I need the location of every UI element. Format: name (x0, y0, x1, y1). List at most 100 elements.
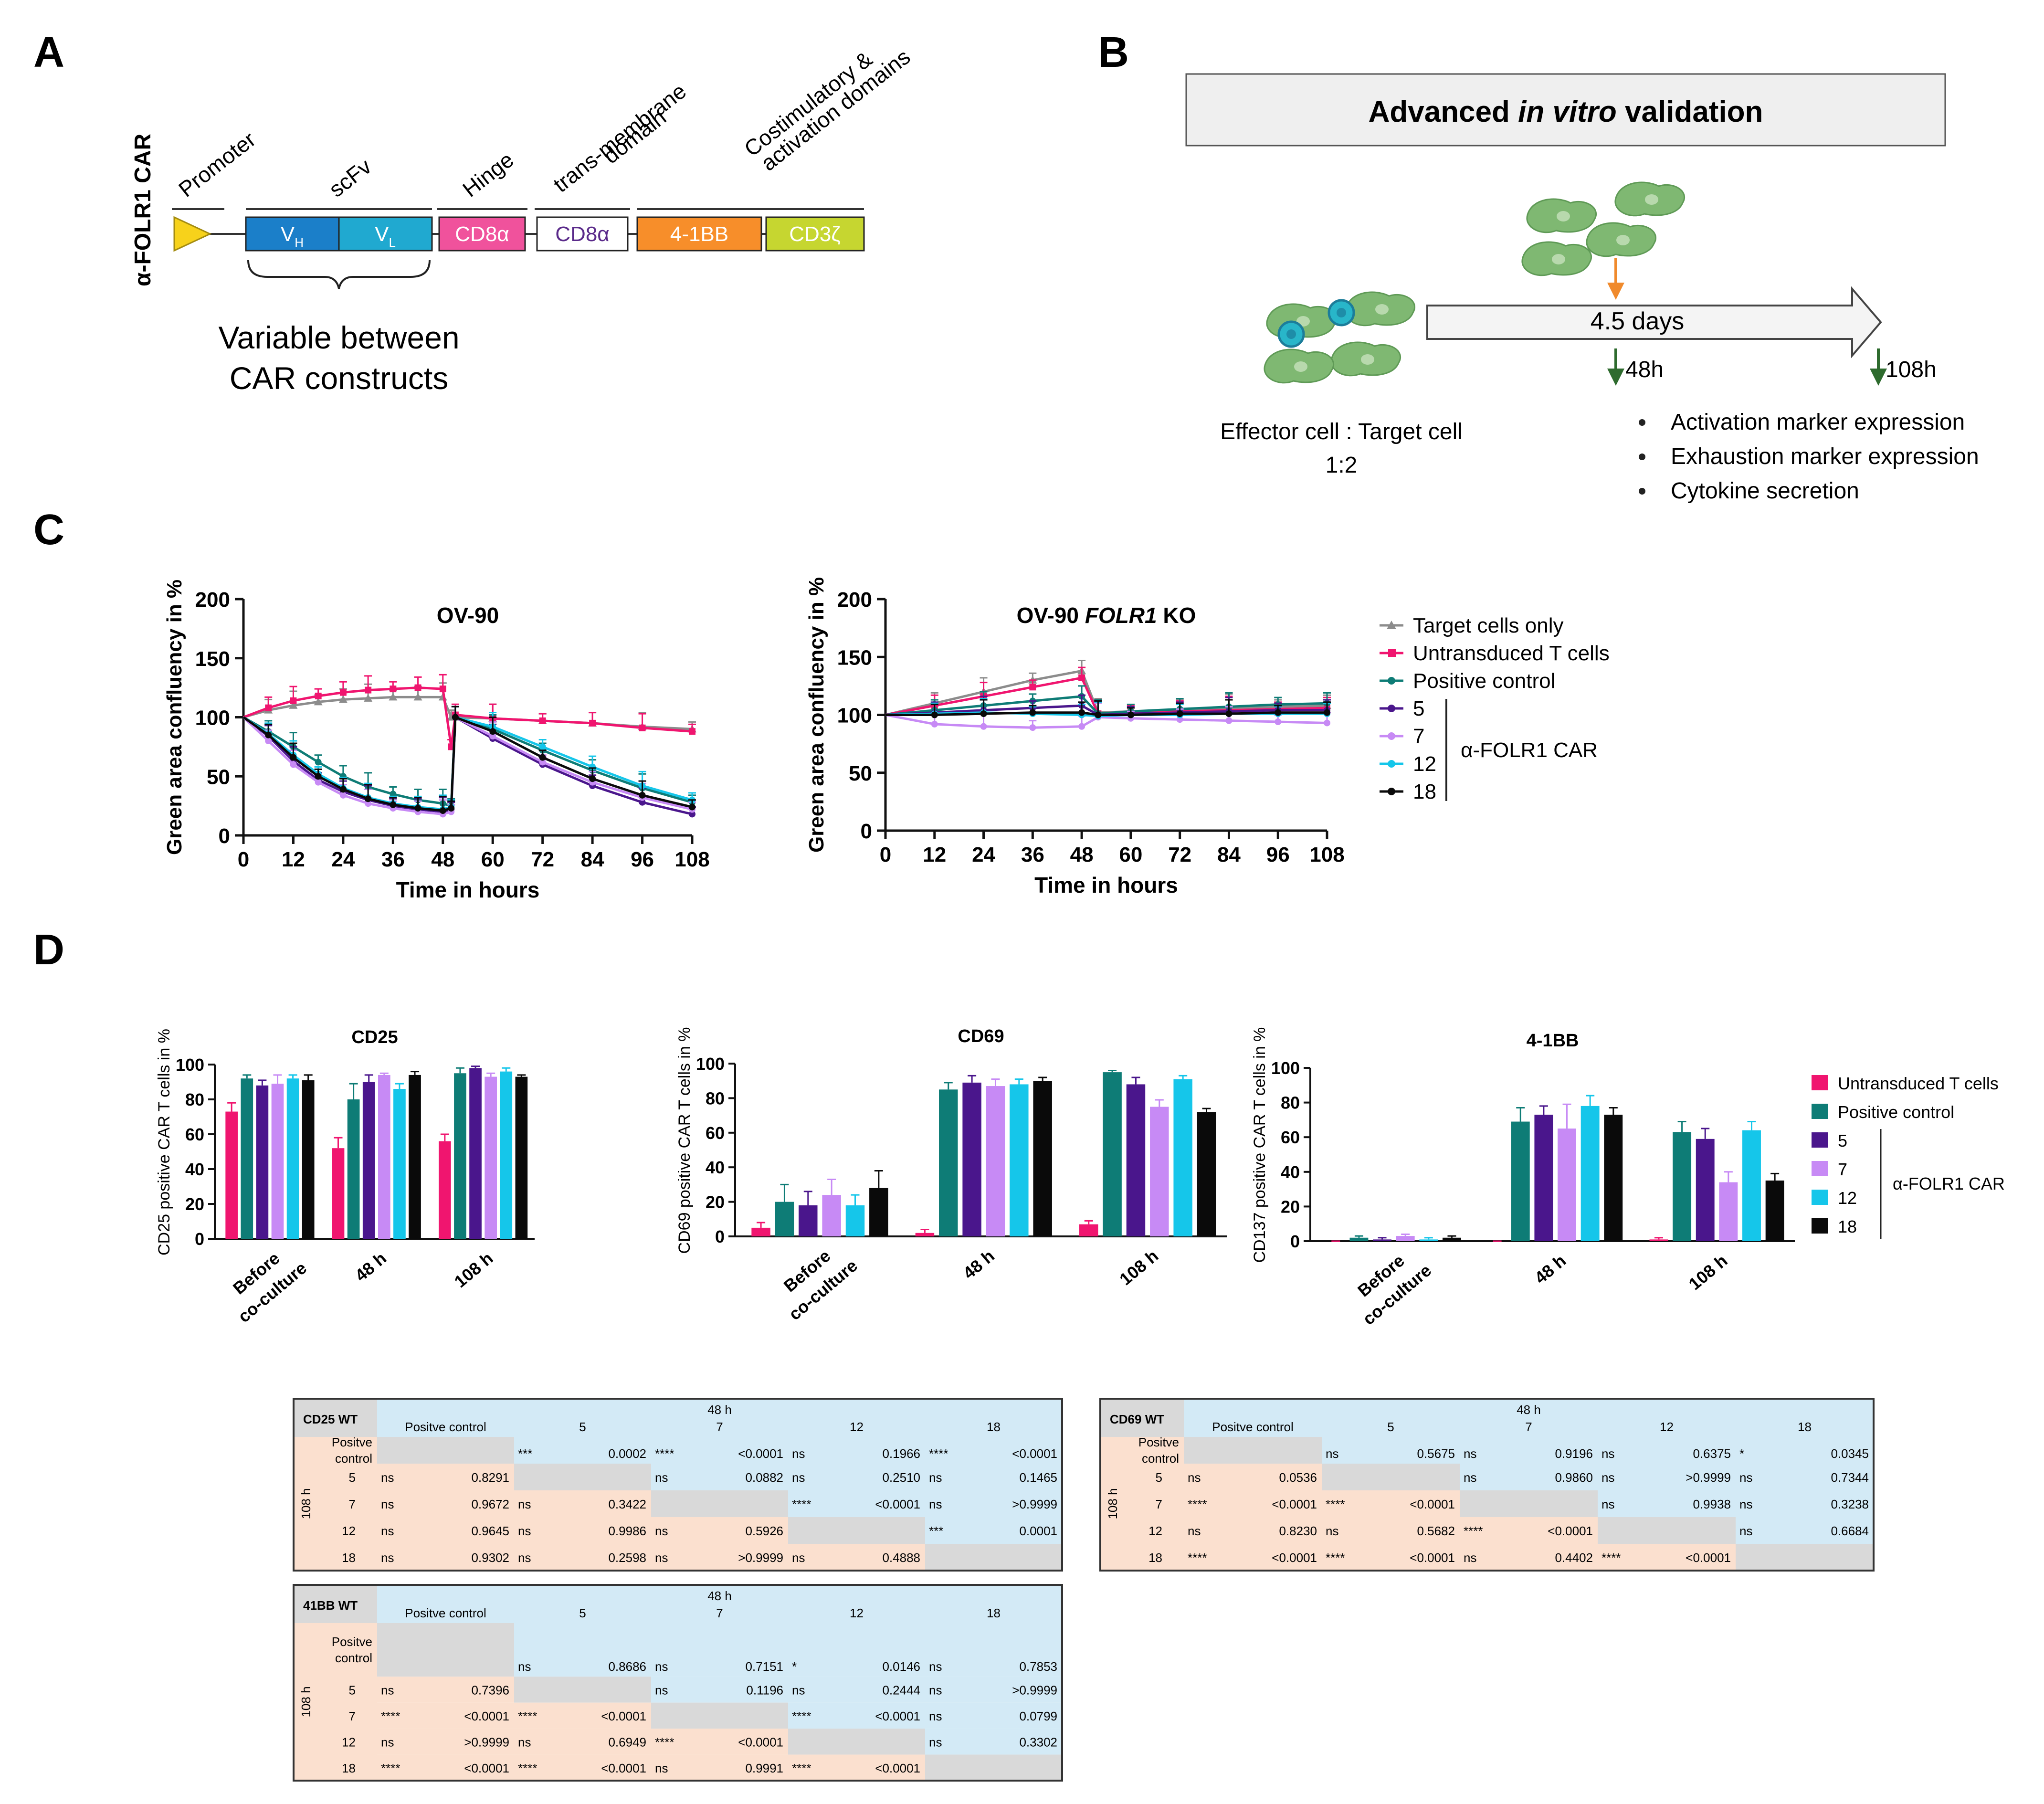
table-cell (1736, 1464, 1874, 1490)
table-cell (651, 1729, 788, 1755)
p-value: 0.6949 (608, 1735, 646, 1749)
category-label: 48 h (351, 1248, 390, 1286)
p-value: 0.4402 (1555, 1551, 1593, 1565)
panel-letter-a: A (33, 29, 64, 76)
x-tick-label: 60 (481, 848, 505, 871)
significance-mark: ns (518, 1735, 531, 1749)
p-value: 0.9645 (471, 1524, 509, 1538)
table-cell (377, 1623, 514, 1677)
significance-mark: **** (518, 1709, 537, 1723)
table-cell (1736, 1517, 1874, 1544)
significance-mark: ns (1739, 1524, 1752, 1538)
bar (347, 1099, 360, 1239)
bar (1103, 1072, 1122, 1236)
row-header: 18 (342, 1551, 356, 1565)
data-point (539, 743, 546, 750)
data-point (315, 773, 322, 780)
legend-label: Target cells only (1413, 614, 1563, 637)
p-value: <0.0001 (875, 1497, 920, 1511)
y-tick-label: 0 (715, 1227, 725, 1246)
p-value: 0.2444 (882, 1683, 920, 1697)
data-point (589, 719, 596, 727)
category-label: 108 h (1116, 1246, 1162, 1289)
vh-text: V (281, 222, 295, 246)
bar (1150, 1107, 1169, 1236)
significance-mark: ns (381, 1735, 394, 1749)
x-tick-label: 96 (1266, 843, 1290, 866)
row-header: Positve (332, 1435, 372, 1449)
table-cell (514, 1623, 651, 1677)
y-tick-label: 80 (185, 1090, 204, 1109)
category-label: 48 h (1531, 1251, 1570, 1288)
bar (1373, 1239, 1392, 1241)
p-value: 0.9860 (1555, 1470, 1593, 1485)
stats-table-1: CD69 WT 48 h Positve control 5 7 12 18 108 h Pos… (1099, 1398, 1875, 1572)
significance-mark: **** (518, 1761, 537, 1775)
data-point (265, 738, 272, 744)
table-cell (925, 1729, 1062, 1755)
table-cell (651, 1464, 788, 1490)
row-header: 7 (1156, 1497, 1162, 1511)
panel-letter-d: D (33, 926, 64, 974)
x-tick-label: 84 (581, 848, 604, 871)
y-tick-label: 80 (1281, 1093, 1300, 1113)
table-border (293, 1584, 1063, 1782)
data-point (390, 686, 397, 693)
data-point (489, 728, 496, 735)
p-value: 0.5682 (1417, 1524, 1455, 1538)
data-point (539, 717, 546, 724)
p-value: >0.9999 (1686, 1470, 1731, 1485)
table-cell (1184, 1464, 1322, 1490)
x-tick-label: 108 (674, 848, 709, 871)
fourbb-box (636, 216, 762, 252)
t-cell-icon (1329, 300, 1354, 325)
table-cell (1184, 1490, 1322, 1517)
significance-mark: ns (381, 1683, 394, 1697)
row-header: 12 (342, 1524, 356, 1538)
p-value: >0.9999 (738, 1551, 783, 1565)
legend-group-label: α-FOLR1 CAR (1461, 738, 1598, 762)
bar (1558, 1129, 1576, 1241)
bar (845, 1205, 865, 1236)
table-header (377, 1585, 1062, 1623)
y-tick-label: 0 (1290, 1232, 1300, 1251)
p-value: <0.0001 (1686, 1551, 1731, 1565)
table-cell (1322, 1464, 1460, 1490)
table-cell (651, 1490, 788, 1517)
table-cell (377, 1702, 514, 1729)
bar (256, 1085, 269, 1239)
y-tick-label: 60 (1281, 1128, 1300, 1147)
series-untransduced-t-cells (243, 674, 696, 750)
p-value: <0.0001 (1410, 1497, 1455, 1511)
bar (515, 1076, 528, 1239)
table-cell (651, 1544, 788, 1571)
row-group-label: 108 h (299, 1488, 313, 1519)
bar (469, 1068, 482, 1239)
y-tick-label: 20 (1281, 1197, 1300, 1216)
col-header: 18 (987, 1420, 1001, 1434)
table-title: CD69 WT (1110, 1412, 1164, 1426)
p-value: 0.5926 (745, 1524, 783, 1538)
bar (962, 1082, 981, 1236)
p-value: <0.0001 (738, 1446, 783, 1461)
bar (1765, 1180, 1784, 1241)
category-label: 108 h (451, 1248, 497, 1292)
data-point (314, 697, 323, 706)
bar (1396, 1236, 1415, 1241)
legend-marker (1388, 705, 1395, 712)
y-tick-label: 0 (219, 824, 230, 848)
table-cell (514, 1464, 651, 1490)
car-construct-diagram: α-FOLR1 CAR Promoter scFv Hinge trans-me… (130, 44, 915, 396)
legend-label: 7 (1413, 725, 1424, 748)
p-value: <0.0001 (601, 1761, 646, 1775)
stats-table-0: CD25 WT 48 h Positve control 5 7 12 18 108 h Pos… (293, 1398, 1063, 1572)
p-value: <0.0001 (464, 1709, 509, 1723)
cd8-hinge-text: CD8α (455, 222, 509, 246)
readout-bullets: Activation marker expression Exhaustion m… (1639, 410, 1979, 504)
legend-label: Positive control (1413, 669, 1555, 693)
bar (409, 1075, 421, 1239)
timeline-arrow (1426, 286, 1882, 359)
bullet-dot (1639, 454, 1645, 460)
table-cell (788, 1729, 925, 1755)
significance-mark: ns (929, 1659, 942, 1674)
